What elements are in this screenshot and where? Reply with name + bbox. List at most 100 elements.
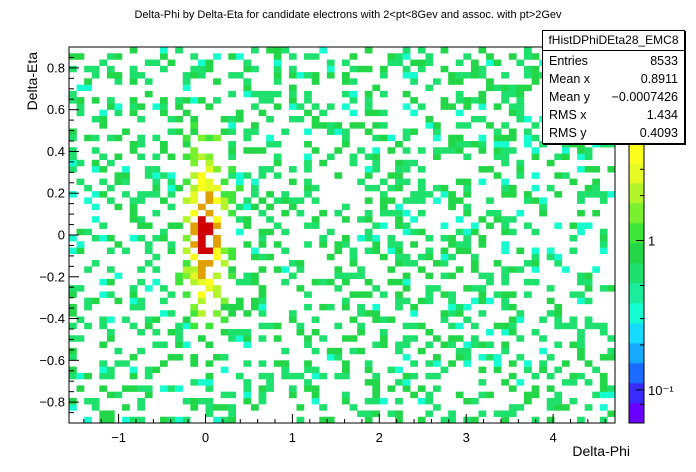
heatmap-cell bbox=[197, 184, 206, 192]
heatmap-cell bbox=[379, 122, 388, 129]
heatmap-cell bbox=[379, 65, 388, 73]
heatmap-cell bbox=[296, 404, 305, 411]
heatmap-cell bbox=[524, 197, 532, 204]
heatmap-cell bbox=[243, 329, 252, 336]
heatmap-cell bbox=[129, 216, 138, 223]
heatmap-cell bbox=[197, 266, 206, 273]
heatmap-cell bbox=[243, 272, 252, 280]
heatmap-cell bbox=[258, 197, 267, 204]
heatmap-cell bbox=[364, 47, 373, 54]
heatmap-cell bbox=[524, 128, 532, 135]
heatmap-cell bbox=[334, 128, 343, 135]
heatmap-cell bbox=[463, 354, 472, 361]
heatmap-cell bbox=[251, 147, 259, 154]
heatmap-cell bbox=[531, 65, 540, 73]
heatmap-cell bbox=[395, 241, 403, 248]
heatmap-cell bbox=[197, 310, 206, 317]
heatmap-cell bbox=[114, 203, 123, 211]
heatmap-cell bbox=[478, 97, 487, 104]
heatmap-cell bbox=[531, 372, 540, 380]
heatmap-cell bbox=[577, 191, 585, 198]
heatmap-cell bbox=[319, 109, 328, 117]
y-tick-label: 0.8 bbox=[47, 60, 65, 75]
heatmap-cell bbox=[190, 354, 199, 361]
heatmap-cell bbox=[311, 366, 320, 374]
heatmap-cell bbox=[577, 153, 585, 160]
heatmap-cell bbox=[402, 228, 411, 236]
heatmap-cell bbox=[144, 322, 153, 330]
heatmap-cell bbox=[144, 372, 153, 380]
heatmap-cell bbox=[296, 103, 305, 110]
heatmap-cell bbox=[76, 84, 85, 92]
heatmap-cell bbox=[175, 354, 183, 361]
heatmap-cell bbox=[205, 166, 214, 173]
heatmap-cell bbox=[364, 416, 373, 424]
heatmap-cell bbox=[417, 209, 426, 217]
stats-value: 1.434 bbox=[646, 108, 678, 122]
heatmap-cell bbox=[478, 341, 487, 348]
heatmap-cell bbox=[106, 235, 115, 242]
heatmap-cell bbox=[546, 159, 555, 167]
heatmap-cell bbox=[197, 228, 206, 236]
heatmap-cell bbox=[402, 260, 411, 267]
heatmap-cell bbox=[304, 166, 312, 173]
heatmap-cell bbox=[501, 141, 510, 148]
heatmap-cell bbox=[395, 303, 403, 311]
heatmap-cell bbox=[235, 115, 244, 123]
heatmap-cell bbox=[372, 303, 381, 311]
heatmap-cell bbox=[395, 297, 403, 305]
heatmap-cell bbox=[220, 297, 229, 305]
heatmap-cell bbox=[577, 329, 585, 336]
heatmap-cell bbox=[554, 316, 563, 323]
heatmap-cell bbox=[243, 147, 252, 154]
heatmap-cell bbox=[152, 172, 161, 179]
heatmap-cell bbox=[455, 322, 464, 330]
heatmap-cell bbox=[69, 128, 77, 135]
heatmap-cell bbox=[258, 97, 267, 104]
heatmap-cell bbox=[235, 72, 244, 79]
heatmap-cell bbox=[470, 97, 479, 104]
heatmap-cell bbox=[319, 47, 328, 54]
heatmap-cell bbox=[296, 115, 305, 123]
heatmap-cell bbox=[607, 391, 616, 399]
heatmap-cell bbox=[220, 404, 229, 411]
heatmap-cell bbox=[402, 72, 411, 79]
heatmap-cell bbox=[531, 247, 540, 254]
heatmap-cell bbox=[364, 128, 373, 135]
heatmap-cell bbox=[379, 253, 388, 261]
heatmap-cell bbox=[228, 303, 237, 311]
heatmap-cell bbox=[440, 235, 449, 242]
heatmap-cell bbox=[410, 191, 419, 198]
heatmap-cell bbox=[175, 272, 183, 280]
heatmap-cell bbox=[493, 141, 502, 148]
heatmap-cell bbox=[288, 203, 297, 211]
heatmap-cell bbox=[311, 278, 320, 286]
heatmap-cell bbox=[311, 329, 320, 336]
heatmap-cell bbox=[273, 59, 282, 66]
heatmap-cell bbox=[99, 191, 108, 198]
heatmap-cell bbox=[167, 291, 176, 298]
heatmap-cell bbox=[243, 78, 252, 85]
heatmap-cell bbox=[228, 335, 237, 342]
heatmap-cell bbox=[395, 203, 403, 211]
heatmap-cell bbox=[167, 115, 176, 123]
heatmap-cell bbox=[508, 109, 517, 117]
stats-key: Mean y bbox=[549, 90, 590, 104]
heatmap-cell bbox=[508, 303, 517, 311]
heatmap-cell bbox=[554, 322, 563, 330]
heatmap-cell bbox=[478, 272, 487, 280]
heatmap-cell bbox=[182, 197, 191, 204]
heatmap-cell bbox=[251, 65, 259, 73]
heatmap-cell bbox=[266, 191, 274, 198]
heatmap-cell bbox=[440, 310, 449, 317]
heatmap-cell bbox=[167, 354, 176, 361]
heatmap-cell bbox=[486, 222, 494, 229]
heatmap-cell bbox=[493, 322, 502, 330]
heatmap-cell bbox=[508, 404, 517, 411]
heatmap-cell bbox=[137, 103, 146, 110]
heatmap-cell bbox=[455, 310, 464, 317]
heatmap-cell bbox=[251, 253, 259, 261]
heatmap-cell bbox=[395, 260, 403, 267]
heatmap-cell bbox=[106, 72, 115, 79]
